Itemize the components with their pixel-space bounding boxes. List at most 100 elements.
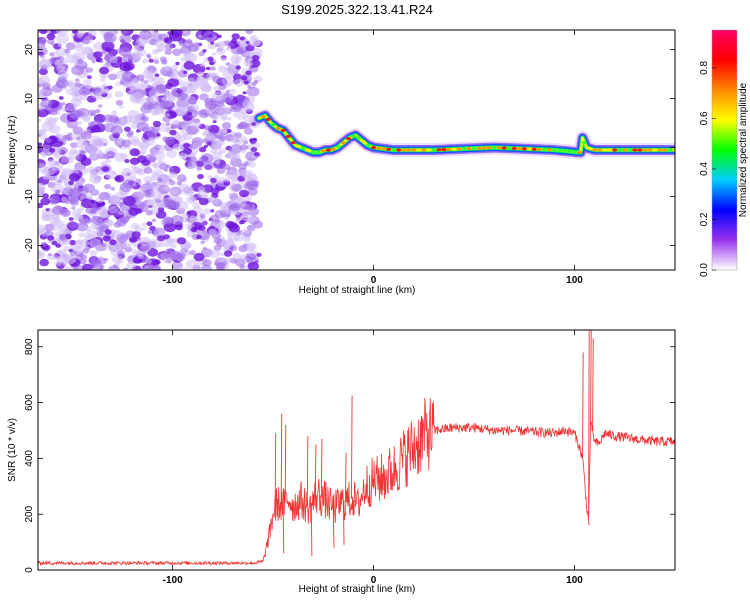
noise-blob (239, 144, 248, 151)
noise-blob (147, 55, 152, 59)
noise-blob (39, 133, 48, 140)
ridge-peak (622, 148, 628, 152)
noise-blob (38, 202, 44, 209)
noise-blob (141, 58, 149, 64)
noise-blob (110, 186, 116, 191)
ridge-peak (672, 148, 675, 152)
noise-blob (177, 69, 188, 78)
y-tick-label: 400 (24, 450, 35, 467)
noise-blob (74, 239, 81, 245)
noise-blob (154, 264, 161, 270)
snr-frame (37, 329, 676, 571)
noise-blob (216, 167, 226, 174)
noise-blob (108, 205, 119, 214)
noise-blob (170, 215, 184, 225)
noise-blob (158, 148, 165, 154)
noise-blob (60, 157, 69, 164)
noise-blob (65, 42, 76, 50)
ridge-peak (617, 148, 623, 152)
noise-blob (112, 254, 123, 264)
colorbar-tick-label: 0.8 (699, 61, 710, 75)
x-tick-label: -100 (163, 275, 183, 286)
noise-blob (251, 122, 257, 126)
noise-blob (39, 54, 45, 58)
noise-blob (176, 237, 187, 245)
noise-blob (90, 262, 104, 270)
noise-blob (87, 196, 93, 200)
noise-blob (216, 41, 226, 49)
noise-blob (99, 66, 109, 75)
noise-blob (219, 136, 226, 142)
noise-blob (75, 42, 84, 49)
noise-blob (246, 86, 260, 97)
noise-blob (207, 42, 217, 50)
noise-blob (176, 174, 187, 182)
noise-blob (110, 231, 116, 236)
noise-blob (234, 234, 244, 242)
noise-blob (240, 136, 248, 142)
noise-blob (99, 60, 104, 63)
noise-blob (202, 259, 212, 267)
noise-blob (165, 113, 171, 118)
noise-blob (68, 196, 78, 204)
noise-blob (175, 265, 184, 270)
noise-blob (101, 41, 115, 52)
noise-blob (225, 214, 230, 218)
ridge-peak (491, 146, 497, 150)
ridge-peak (381, 147, 387, 151)
noise-blob (207, 174, 213, 179)
noise-blob (151, 82, 157, 87)
noise-blob (176, 181, 182, 186)
noise-blob (140, 244, 152, 253)
noise-blob (222, 129, 228, 133)
snr-spike (592, 338, 594, 431)
noise-blob (224, 67, 229, 71)
noise-blob (219, 148, 227, 154)
noise-blob (57, 43, 63, 48)
noise-blob (119, 182, 133, 193)
noise-blob (93, 41, 105, 51)
noise-blob (136, 121, 149, 132)
colorbar-tick-label: 0.4 (699, 162, 710, 176)
ridge-peak (366, 143, 372, 148)
noise-blob (73, 245, 85, 254)
noise-blob (51, 161, 64, 171)
noise-blob (104, 229, 112, 235)
noise-blob (135, 208, 143, 214)
noise-blob (96, 231, 104, 237)
noise-blob (151, 191, 163, 200)
noise-blob (247, 226, 256, 233)
noise-blob (180, 80, 193, 91)
noise-blob (198, 51, 205, 57)
noise-blob (154, 172, 159, 177)
noise-blob (85, 145, 91, 150)
noise-blob (68, 217, 74, 221)
noise-blob (115, 216, 120, 220)
noise-blob (126, 215, 131, 220)
noise-blob (227, 237, 234, 243)
noise-blob (66, 103, 76, 112)
noise-blob (159, 163, 169, 171)
noise-blob (150, 86, 156, 90)
noise-blob (62, 230, 67, 234)
noise-blob (54, 58, 68, 69)
ridge-peak (371, 146, 377, 150)
noise-blob (61, 196, 68, 202)
ridge-peak (577, 150, 583, 154)
noise-blob (75, 156, 81, 161)
noise-blob (165, 122, 171, 126)
noise-blob (202, 246, 207, 250)
ridge-peak (637, 148, 643, 152)
noise-blob (202, 138, 210, 144)
noise-blob (143, 101, 155, 111)
noise-blob (131, 51, 143, 60)
noise-blob (38, 68, 48, 76)
noise-blob (100, 160, 107, 166)
noise-blob (191, 120, 202, 128)
noise-blob (196, 267, 203, 270)
noise-blob (154, 39, 166, 48)
noise-blob (210, 148, 218, 154)
ridge-peak (386, 147, 392, 151)
noise-blob (245, 30, 254, 35)
noise-blob (231, 180, 237, 185)
